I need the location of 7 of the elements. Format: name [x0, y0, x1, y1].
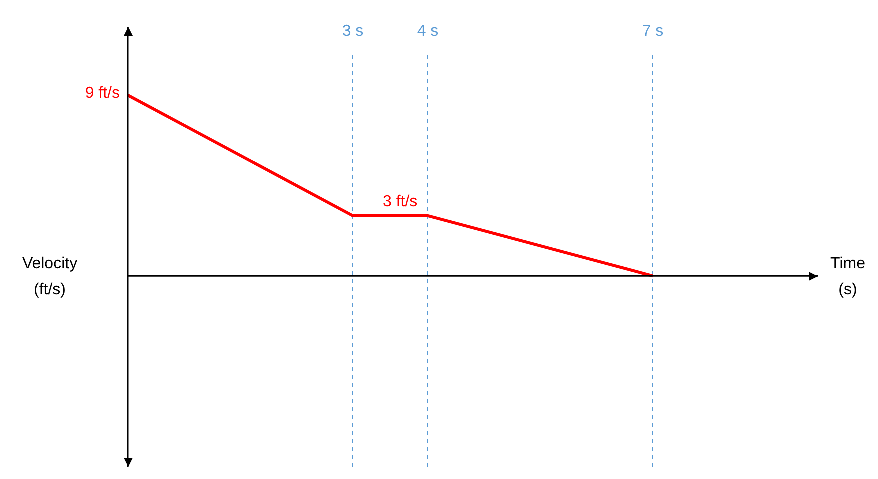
- x-tick-label: 3 s: [342, 23, 364, 40]
- y-axis-title: Velocity (ft/s): [22, 256, 78, 299]
- x-tick-label: 7 s: [642, 23, 664, 40]
- x-tick-label: 4 s: [417, 23, 439, 40]
- data-label: 9 ft/s: [85, 84, 120, 102]
- data-label: 3 ft/s: [383, 193, 418, 210]
- x-axis-title: Time (s): [830, 256, 866, 299]
